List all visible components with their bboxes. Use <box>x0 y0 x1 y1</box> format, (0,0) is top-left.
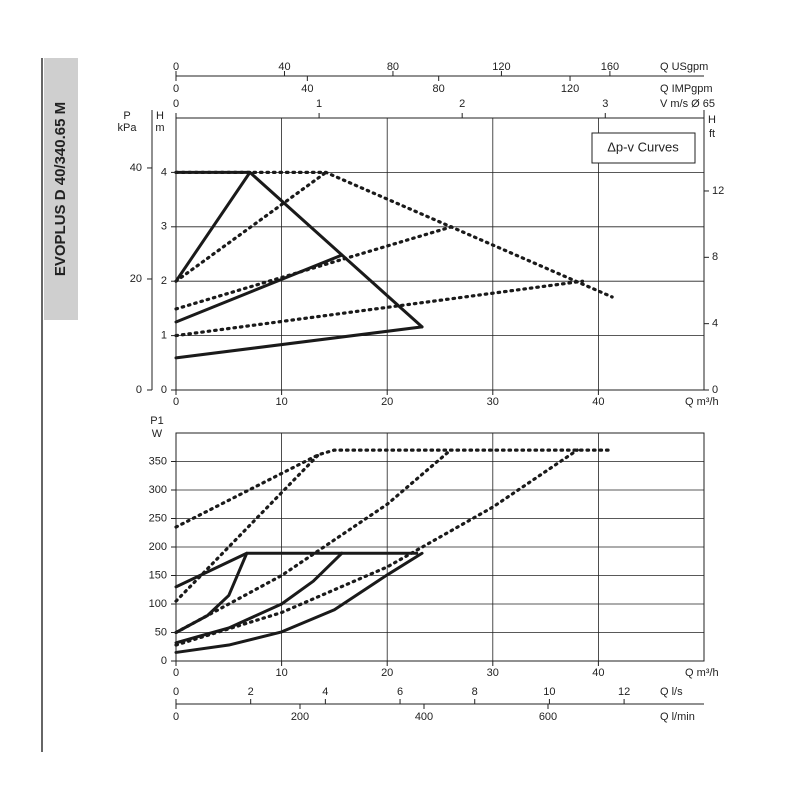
y-tick-label: 250 <box>149 512 167 524</box>
legend-box <box>591 132 696 164</box>
y-tick-label: 50 <box>155 626 167 638</box>
x-tick-label: 10 <box>275 396 287 408</box>
aux-x-tick-label: 2 <box>459 98 465 110</box>
curve <box>174 448 579 647</box>
y-axis-unit: W <box>152 428 163 440</box>
y-tick-label: 350 <box>149 455 167 467</box>
aux-x-tick-label: 40 <box>301 83 313 95</box>
curve <box>174 170 328 283</box>
y-tick-label: 0 <box>161 655 167 667</box>
aux-x-tick-label: 200 <box>291 711 309 723</box>
x-axis-title: Q m³/h <box>685 396 719 408</box>
x-tick-label: 40 <box>592 667 604 679</box>
curve <box>174 170 614 299</box>
aux-x-tick-label: 0 <box>173 83 179 95</box>
aux-x-tick-label: 0 <box>173 98 179 110</box>
y-tick-label: 0 <box>161 384 167 396</box>
aux-y-axis-unit: kPa <box>118 122 138 134</box>
aux-y-axis-unit: ft <box>709 128 715 140</box>
aux-x-axis-title: V m/s Ø 65 <box>660 98 715 110</box>
y-axis-title: P1 <box>150 415 163 427</box>
aux-x-tick-label: 400 <box>415 711 433 723</box>
aux-x-axis-title: Q l/s <box>660 686 683 698</box>
x-tick-label: 20 <box>381 667 393 679</box>
x-tick-label: 30 <box>487 667 499 679</box>
aux-y-tick-label: 20 <box>130 273 142 285</box>
y-tick-label: 300 <box>149 484 167 496</box>
aux-y-tick-label: 12 <box>712 185 724 197</box>
aux-x-tick-label: 0 <box>173 686 179 698</box>
curve <box>174 325 424 360</box>
aux-y-tick-label: 8 <box>712 251 718 263</box>
curve <box>174 453 321 603</box>
aux-y-axis-title: P <box>123 110 130 122</box>
aux-x-tick-label: 6 <box>397 686 403 698</box>
aux-y-tick-label: 40 <box>130 162 142 174</box>
x-tick-label: 20 <box>381 396 393 408</box>
curve <box>174 448 453 635</box>
y-axis-title: H <box>156 110 164 122</box>
curve <box>174 448 611 529</box>
y-axis-unit: m <box>155 122 164 134</box>
curve <box>174 551 344 645</box>
aux-x-tick-label: 3 <box>602 98 608 110</box>
y-tick-label: 200 <box>149 541 167 553</box>
aux-x-tick-label: 40 <box>278 61 290 73</box>
y-tick-label: 4 <box>161 166 167 178</box>
aux-x-axis-title: Q IMPgpm <box>660 83 713 95</box>
aux-y-tick-label: 0 <box>712 384 718 396</box>
aux-x-tick-label: 0 <box>173 61 179 73</box>
aux-y-tick-label: 4 <box>712 318 718 330</box>
aux-x-tick-label: 80 <box>433 83 445 95</box>
y-tick-label: 1 <box>161 330 167 342</box>
x-tick-label: 0 <box>173 396 179 408</box>
aux-x-tick-label: 4 <box>322 686 328 698</box>
aux-y-axis-title: H <box>708 114 716 126</box>
aux-x-tick-label: 12 <box>618 686 630 698</box>
x-tick-label: 40 <box>592 396 604 408</box>
aux-x-tick-label: 80 <box>387 61 399 73</box>
aux-x-axis-title: Q USgpm <box>660 61 708 73</box>
aux-x-tick-label: 160 <box>601 61 619 73</box>
x-tick-label: 10 <box>275 667 287 679</box>
x-tick-label: 0 <box>173 667 179 679</box>
curve <box>174 551 424 654</box>
aux-x-tick-label: 120 <box>492 61 510 73</box>
x-axis-title: Q m³/h <box>685 667 719 679</box>
y-tick-label: 100 <box>149 598 167 610</box>
aux-x-tick-label: 8 <box>472 686 478 698</box>
aux-x-tick-label: 2 <box>248 686 254 698</box>
annotation: Δp-v Curves <box>607 139 679 154</box>
y-tick-label: 150 <box>149 569 167 581</box>
y-tick-label: 2 <box>161 275 167 287</box>
curve <box>174 225 454 311</box>
aux-x-axis-title: Q l/min <box>660 711 695 723</box>
y-tick-label: 3 <box>161 221 167 233</box>
aux-x-tick-label: 0 <box>173 711 179 723</box>
side-label-box <box>44 58 78 320</box>
aux-x-tick-label: 120 <box>561 83 579 95</box>
side-label: EVOPLUS D 40/340.65 M <box>52 102 69 276</box>
aux-x-tick-label: 10 <box>543 686 555 698</box>
aux-x-tick-label: 1 <box>316 98 322 110</box>
aux-y-tick-label: 0 <box>136 384 142 396</box>
x-tick-label: 30 <box>487 396 499 408</box>
curve <box>174 170 252 283</box>
aux-x-tick-label: 600 <box>539 711 557 723</box>
